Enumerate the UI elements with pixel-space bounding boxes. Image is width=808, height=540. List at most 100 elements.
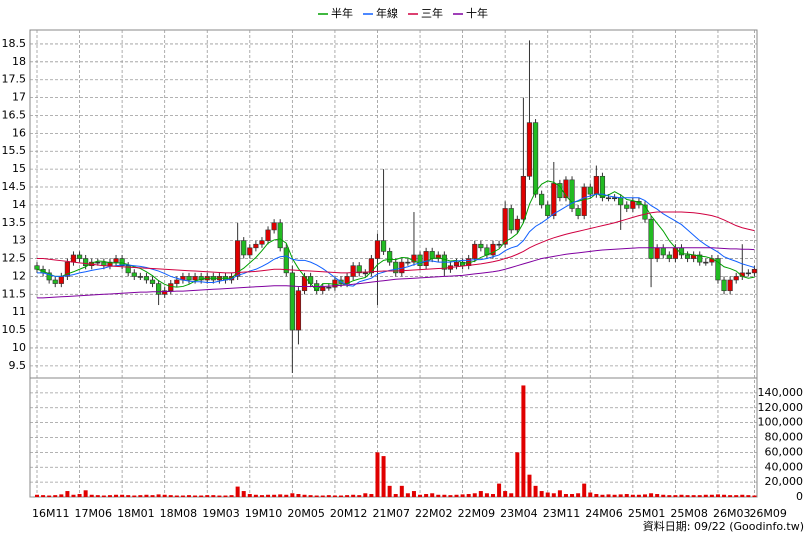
volume-bar [144,494,149,497]
candle-body [411,254,417,263]
x-tick-label: 26M03 [713,507,751,520]
legend-label: 半年 [331,6,353,20]
volume-tick-label: 120,000 [758,401,804,414]
candle-body [508,208,514,231]
volume-bar [132,495,137,497]
volume-bar [430,493,435,497]
candle-body [751,268,758,274]
volume-bar [217,495,222,497]
volume-bar [661,494,666,497]
volume-bar [369,494,374,497]
volume-tick-label: 100,000 [758,416,804,429]
candle-body [618,197,624,206]
volume-bar [290,493,295,497]
candle-body [605,197,612,200]
volume-bar [478,491,483,497]
candle-body [563,179,569,199]
candle-body [429,251,435,259]
x-tick-label: 17M06 [75,507,113,520]
x-tick-label: 23M04 [500,507,538,520]
y-tick-label: 11.5 [2,287,27,300]
volume-bar [691,495,696,497]
volume-bar [120,494,125,497]
volume-bar [71,494,76,497]
y-tick-label: 15 [12,162,26,175]
candle-body [374,240,381,259]
candle-body [660,247,666,256]
candle-body [624,204,630,209]
volume-bar [156,494,161,497]
candle-body [423,251,429,266]
candle-body [532,122,539,195]
candle-body [168,283,174,292]
volume-bar [722,494,727,497]
ma-line [37,211,755,274]
volume-bar [114,494,119,497]
volume-bar [624,494,629,497]
volume-bar [655,494,660,497]
candle-body [131,272,137,277]
candle-body [326,286,332,289]
volume-bar [606,494,611,497]
candle-body [265,229,271,241]
volume-bar [332,495,337,497]
candle-body [733,276,739,281]
volume-bar [187,495,191,497]
volume-bar [223,495,228,497]
candle-body [137,276,143,278]
volume-bar [162,494,167,497]
candle-body [599,175,606,199]
volume-bar [673,495,678,497]
legend-label: 三年 [421,6,443,20]
volume-bar [448,495,453,497]
volume-bar [126,495,131,497]
candle-body [295,290,302,331]
volume-bar [199,495,204,497]
y-tick-label: 10.5 [2,323,27,336]
candle-body [551,183,557,216]
candle-body [405,261,411,264]
volume-bar [247,494,252,497]
volume-bar [399,485,404,497]
candle-body [95,261,101,264]
volume-bar [551,493,556,497]
y-tick-label: 16.5 [2,108,27,121]
candle-body [526,122,533,177]
legend-label: 十年 [466,6,488,20]
x-tick-label: 19M10 [245,507,282,520]
volume-bar [411,491,416,497]
x-tick-label: 22M09 [458,507,496,520]
volume-tick-label: 0 [796,490,803,503]
candle-body [545,204,551,216]
candle-body [253,243,259,249]
candle-body [350,265,356,277]
candle-body [642,204,648,220]
x-tick-label: 25M01 [628,507,666,520]
candle-body [362,272,368,275]
volume-bar [752,495,757,497]
volume-bar [150,495,155,497]
volume-bar [746,495,751,497]
volume-bar [259,495,264,497]
candle-body [320,286,326,292]
volume-tick-label: 60,000 [765,445,804,458]
volume-bar [527,474,532,497]
volume-bar [734,495,739,497]
candle-body [76,254,83,259]
y-tick-label: 17 [12,91,26,104]
candle-body [356,265,362,274]
candle-body [307,276,314,284]
y-tick-label: 16 [12,126,26,139]
volume-bar [588,492,593,497]
candle-body [46,272,52,281]
volume-bar [424,494,429,497]
candle-body [587,186,593,195]
volume-bar [521,385,526,497]
ma-line [37,247,755,299]
candle-body [593,175,599,195]
volume-bar [563,494,568,497]
volume-bar [442,494,447,497]
volume-bar [35,494,39,497]
volume-bar [484,493,489,497]
volume-bar [697,495,702,497]
